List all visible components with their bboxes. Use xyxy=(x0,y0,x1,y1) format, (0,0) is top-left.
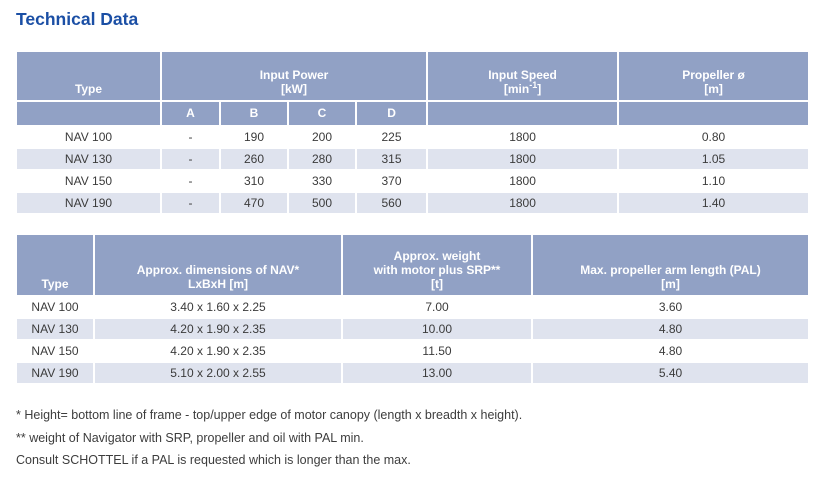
pal-line1: Max. propeller arm length (PAL) xyxy=(580,263,761,277)
cell-power-d: 370 xyxy=(357,171,427,191)
dimensions-line2: LxBxH [m] xyxy=(187,277,248,291)
cell-propeller: 1.40 xyxy=(619,193,809,213)
cell-power-d: 315 xyxy=(357,149,427,169)
cell-power-c: 280 xyxy=(289,149,355,169)
footnote-weight: ** weight of Navigator with SRP, propell… xyxy=(16,430,364,445)
table-row: NAV 190 5.10 x 2.00 x 2.55 13.00 5.40 xyxy=(17,363,808,383)
cell-power-a: - xyxy=(162,127,219,147)
cell-power-d: 560 xyxy=(357,193,427,213)
cell-dimensions: 5.10 x 2.00 x 2.55 xyxy=(95,363,341,383)
propeller-line1: Propeller ø xyxy=(682,68,745,82)
cell-type: NAV 130 xyxy=(17,149,160,169)
header-cell-col-d: D xyxy=(357,102,427,125)
propeller-unit: [m] xyxy=(704,82,723,96)
cell-type: NAV 100 xyxy=(17,297,93,317)
dimensions-line1: Approx. dimensions of NAV* xyxy=(136,263,300,277)
pal-line2: [m] xyxy=(661,277,680,291)
input-power-line1: Input Power xyxy=(259,68,329,82)
weight-line1: Approx. weight xyxy=(393,249,481,263)
page-title: Technical Data xyxy=(16,9,139,29)
header-cell-col-c: C xyxy=(289,102,355,125)
cell-power-d: 225 xyxy=(357,127,427,147)
header-cell-col-b: B xyxy=(221,102,287,125)
input-speed-line1: Input Speed xyxy=(488,68,557,82)
header-cell-type-blank xyxy=(17,102,160,125)
cell-dimensions: 4.20 x 1.90 x 2.35 xyxy=(95,319,341,339)
table-row: NAV 150 - 310 330 370 1800 1.10 xyxy=(17,171,809,191)
table-row: NAV 190 - 470 500 560 1800 1.40 xyxy=(17,193,809,213)
cell-dimensions: 4.20 x 1.90 x 2.35 xyxy=(95,341,341,361)
cell-pal: 4.80 xyxy=(533,341,808,361)
table-row: NAV 100 - 190 200 225 1800 0.80 xyxy=(17,127,809,147)
header-cell-col-a: A xyxy=(162,102,219,125)
table-row: NAV 150 4.20 x 1.90 x 2.35 11.50 4.80 xyxy=(17,341,808,361)
cell-dimensions: 3.40 x 1.60 x 2.25 xyxy=(95,297,341,317)
cell-input-speed: 1800 xyxy=(428,149,618,169)
footnote-height: * Height= bottom line of frame - top/upp… xyxy=(16,408,523,422)
cell-type: NAV 190 xyxy=(17,193,160,213)
cell-propeller: 1.05 xyxy=(619,149,809,169)
cell-pal: 4.80 xyxy=(533,319,808,339)
cell-power-c: 330 xyxy=(289,171,355,191)
cell-power-b: 190 xyxy=(221,127,287,147)
table-row: NAV 130 4.20 x 1.90 x 2.35 10.00 4.80 xyxy=(17,319,808,339)
cell-type: NAV 130 xyxy=(17,319,93,339)
cell-input-speed: 1800 xyxy=(428,193,618,213)
header-cell-propeller-blank xyxy=(619,102,809,125)
cell-weight: 13.00 xyxy=(343,363,531,383)
cell-power-a: - xyxy=(162,149,219,169)
footnote-consult: Consult SCHOTTEL if a PAL is requested w… xyxy=(16,453,411,467)
header-cell-propeller: Propeller ø [m] xyxy=(619,52,809,100)
cell-pal: 3.60 xyxy=(533,297,808,317)
header-cell-type: Type xyxy=(17,52,160,100)
cell-power-b: 260 xyxy=(221,149,287,169)
spec-table-dimensions: Type Approx. dimensions of NAV* LxBxH [m… xyxy=(15,233,810,385)
spec-table-power: Type Input Power [kW] Input Speed [min-1… xyxy=(15,50,811,215)
footnotes: * Height= bottom line of frame - top/upp… xyxy=(16,404,522,472)
weight-line3: [t] xyxy=(431,277,443,291)
header-cell-input-speed-blank xyxy=(428,102,618,125)
header-cell-dimensions: Approx. dimensions of NAV* LxBxH [m] xyxy=(95,235,341,295)
weight-line2: with motor plus SRP** xyxy=(373,263,501,277)
table-row: NAV 130 - 260 280 315 1800 1.05 xyxy=(17,149,809,169)
cell-pal: 5.40 xyxy=(533,363,808,383)
cell-power-a: - xyxy=(162,171,219,191)
cell-power-a: - xyxy=(162,193,219,213)
input-speed-unit: [min-1] xyxy=(503,80,542,97)
cell-type: NAV 100 xyxy=(17,127,160,147)
cell-type: NAV 190 xyxy=(17,363,93,383)
cell-type: NAV 150 xyxy=(17,341,93,361)
cell-input-speed: 1800 xyxy=(428,127,618,147)
cell-power-b: 470 xyxy=(221,193,287,213)
cell-propeller: 0.80 xyxy=(619,127,809,147)
header-cell-weight: Approx. weight with motor plus SRP** [t] xyxy=(343,235,531,295)
header-cell-pal: Max. propeller arm length (PAL) [m] xyxy=(533,235,808,295)
cell-weight: 7.00 xyxy=(343,297,531,317)
cell-propeller: 1.10 xyxy=(619,171,809,191)
cell-weight: 11.50 xyxy=(343,341,531,361)
header-cell-input-power: Input Power [kW] xyxy=(162,52,427,100)
header-cell-input-speed: Input Speed [min-1] xyxy=(428,52,618,100)
cell-power-c: 200 xyxy=(289,127,355,147)
header-cell-type: Type xyxy=(17,235,93,295)
cell-power-c: 500 xyxy=(289,193,355,213)
cell-weight: 10.00 xyxy=(343,319,531,339)
cell-type: NAV 150 xyxy=(17,171,160,191)
cell-input-speed: 1800 xyxy=(428,171,618,191)
cell-power-b: 310 xyxy=(221,171,287,191)
table-row: NAV 100 3.40 x 1.60 x 2.25 7.00 3.60 xyxy=(17,297,808,317)
input-power-unit: [kW] xyxy=(281,82,308,96)
